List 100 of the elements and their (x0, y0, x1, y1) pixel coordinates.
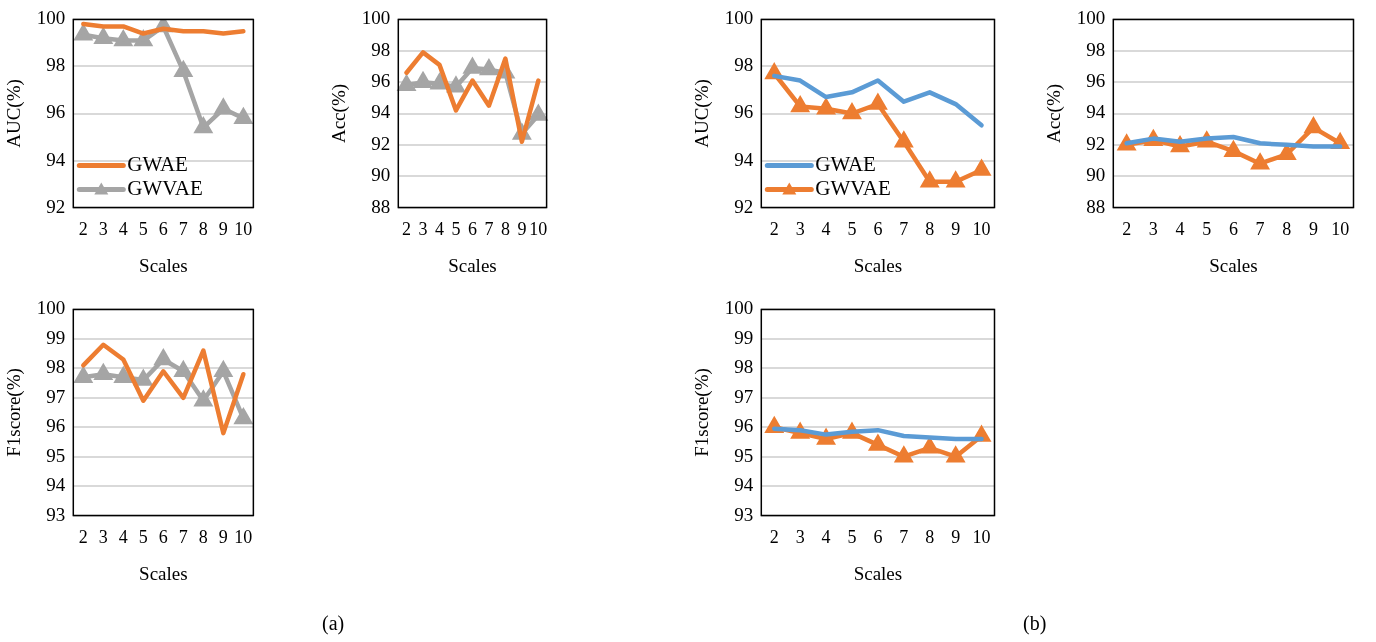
y-tick-label: 94 (46, 474, 66, 496)
legend-label: GWAE (127, 152, 188, 177)
y-tick-label: 98 (46, 356, 66, 378)
y-axis-title: Acc(%) (1043, 83, 1066, 144)
x-tick-label: 3 (795, 527, 805, 548)
x-tick-label: 2 (1122, 219, 1132, 240)
x-tick-label: 8 (198, 219, 208, 240)
y-tick-label: 92 (371, 132, 391, 154)
y-tick-label: 96 (46, 415, 66, 437)
x-tick-label: 3 (795, 219, 805, 240)
x-tick-label: 8 (1282, 219, 1292, 240)
y-tick-label: 96 (1086, 70, 1106, 92)
x-axis-title: Scales (1209, 254, 1258, 276)
text: (a) (322, 612, 345, 635)
x-tick-label: 2 (402, 219, 412, 240)
x-tick-label: 3 (98, 219, 108, 240)
legend-label: GWVAE (127, 176, 203, 201)
x-tick-label: 6 (873, 527, 883, 548)
y-axis-title: AUC(%) (691, 79, 714, 148)
x-tick-label: 9 (218, 219, 228, 240)
x-tick-label: 10 (972, 219, 991, 240)
x-tick-label: 2 (78, 527, 88, 548)
y-tick-label: 96 (734, 101, 754, 123)
x-tick-label: 6 (873, 219, 883, 240)
y-tick-label: 100 (1076, 7, 1106, 29)
y-tick-label: 95 (734, 444, 754, 466)
y-tick-label: 94 (46, 148, 66, 170)
x-tick-label: 6 (158, 527, 168, 548)
x-tick-label: 7 (1255, 219, 1265, 240)
x-tick-label: 8 (500, 219, 510, 240)
x-axis-title: Scales (853, 254, 903, 276)
x-axis-title: Scales (139, 254, 188, 276)
text: (b) (1023, 612, 1047, 635)
x-tick-label: 4 (821, 219, 831, 240)
x-tick-label: 6 (158, 219, 168, 240)
x-tick-label: 3 (98, 527, 108, 548)
y-tick-label: 100 (724, 297, 754, 319)
x-tick-label: 10 (234, 527, 253, 548)
x-tick-label: 4 (118, 219, 128, 240)
y-tick-label: 100 (36, 7, 66, 29)
y-tick-label: 94 (1086, 101, 1106, 123)
x-tick-label: 9 (951, 527, 961, 548)
y-tick-label: 94 (371, 101, 391, 123)
y-axis-title: AUC(%) (3, 79, 26, 148)
x-tick-label: 9 (218, 527, 228, 548)
y-tick-label: 92 (46, 195, 66, 217)
y-tick-label: 100 (361, 7, 391, 29)
x-tick-label: 10 (1331, 219, 1350, 240)
y-tick-label: 99 (46, 326, 66, 348)
x-axis-title: Scales (853, 562, 903, 584)
x-tick-label: 10 (972, 527, 991, 548)
x-tick-label: 9 (517, 219, 527, 240)
y-tick-label: 98 (1086, 38, 1106, 60)
y-tick-label: 94 (734, 148, 754, 170)
x-axis-title: Scales (448, 254, 497, 276)
y-tick-label: 88 (371, 195, 391, 217)
y-tick-label: 92 (734, 195, 754, 217)
legend-label: GWAE (815, 152, 876, 177)
x-tick-label: 5 (138, 527, 148, 548)
y-axis-title: F1score(%) (3, 368, 26, 457)
x-tick-label: 2 (78, 219, 88, 240)
x-tick-label: 4 (1175, 219, 1185, 240)
x-tick-label: 7 (899, 527, 909, 548)
y-tick-label: 88 (1086, 195, 1106, 217)
x-tick-label: 5 (451, 219, 461, 240)
x-tick-label: 2 (769, 527, 779, 548)
y-tick-label: 98 (46, 54, 66, 76)
y-tick-label: 95 (46, 444, 66, 466)
y-tick-label: 92 (1086, 132, 1106, 154)
x-axis-title: Scales (139, 562, 188, 584)
x-tick-label: 5 (847, 527, 857, 548)
x-tick-label: 7 (899, 219, 909, 240)
x-tick-label: 5 (847, 219, 857, 240)
y-tick-label: 98 (734, 54, 754, 76)
y-tick-label: 93 (734, 503, 754, 525)
x-tick-label: 2 (769, 219, 779, 240)
y-axis-title: F1score(%) (691, 368, 714, 457)
y-tick-label: 98 (371, 38, 391, 60)
x-tick-label: 6 (1228, 219, 1238, 240)
x-tick-label: 6 (467, 219, 477, 240)
y-tick-label: 100 (724, 7, 754, 29)
x-tick-label: 7 (178, 219, 188, 240)
y-tick-label: 96 (734, 415, 754, 437)
y-tick-label: 96 (46, 101, 66, 123)
x-tick-label: 7 (484, 219, 494, 240)
x-tick-label: 8 (925, 527, 935, 548)
x-tick-label: 4 (118, 527, 128, 548)
x-tick-label: 4 (434, 219, 444, 240)
y-axis-title: Acc(%) (328, 83, 351, 144)
legend-label: GWVAE (815, 176, 891, 201)
x-tick-label: 10 (529, 219, 548, 240)
x-tick-label: 3 (418, 219, 428, 240)
x-tick-label: 4 (821, 527, 831, 548)
x-tick-label: 8 (925, 219, 935, 240)
x-tick-label: 9 (1308, 219, 1318, 240)
x-tick-label: 8 (198, 527, 208, 548)
x-tick-label: 9 (951, 219, 961, 240)
y-tick-label: 93 (46, 503, 66, 525)
y-tick-label: 99 (734, 326, 754, 348)
y-tick-label: 100 (36, 297, 66, 319)
